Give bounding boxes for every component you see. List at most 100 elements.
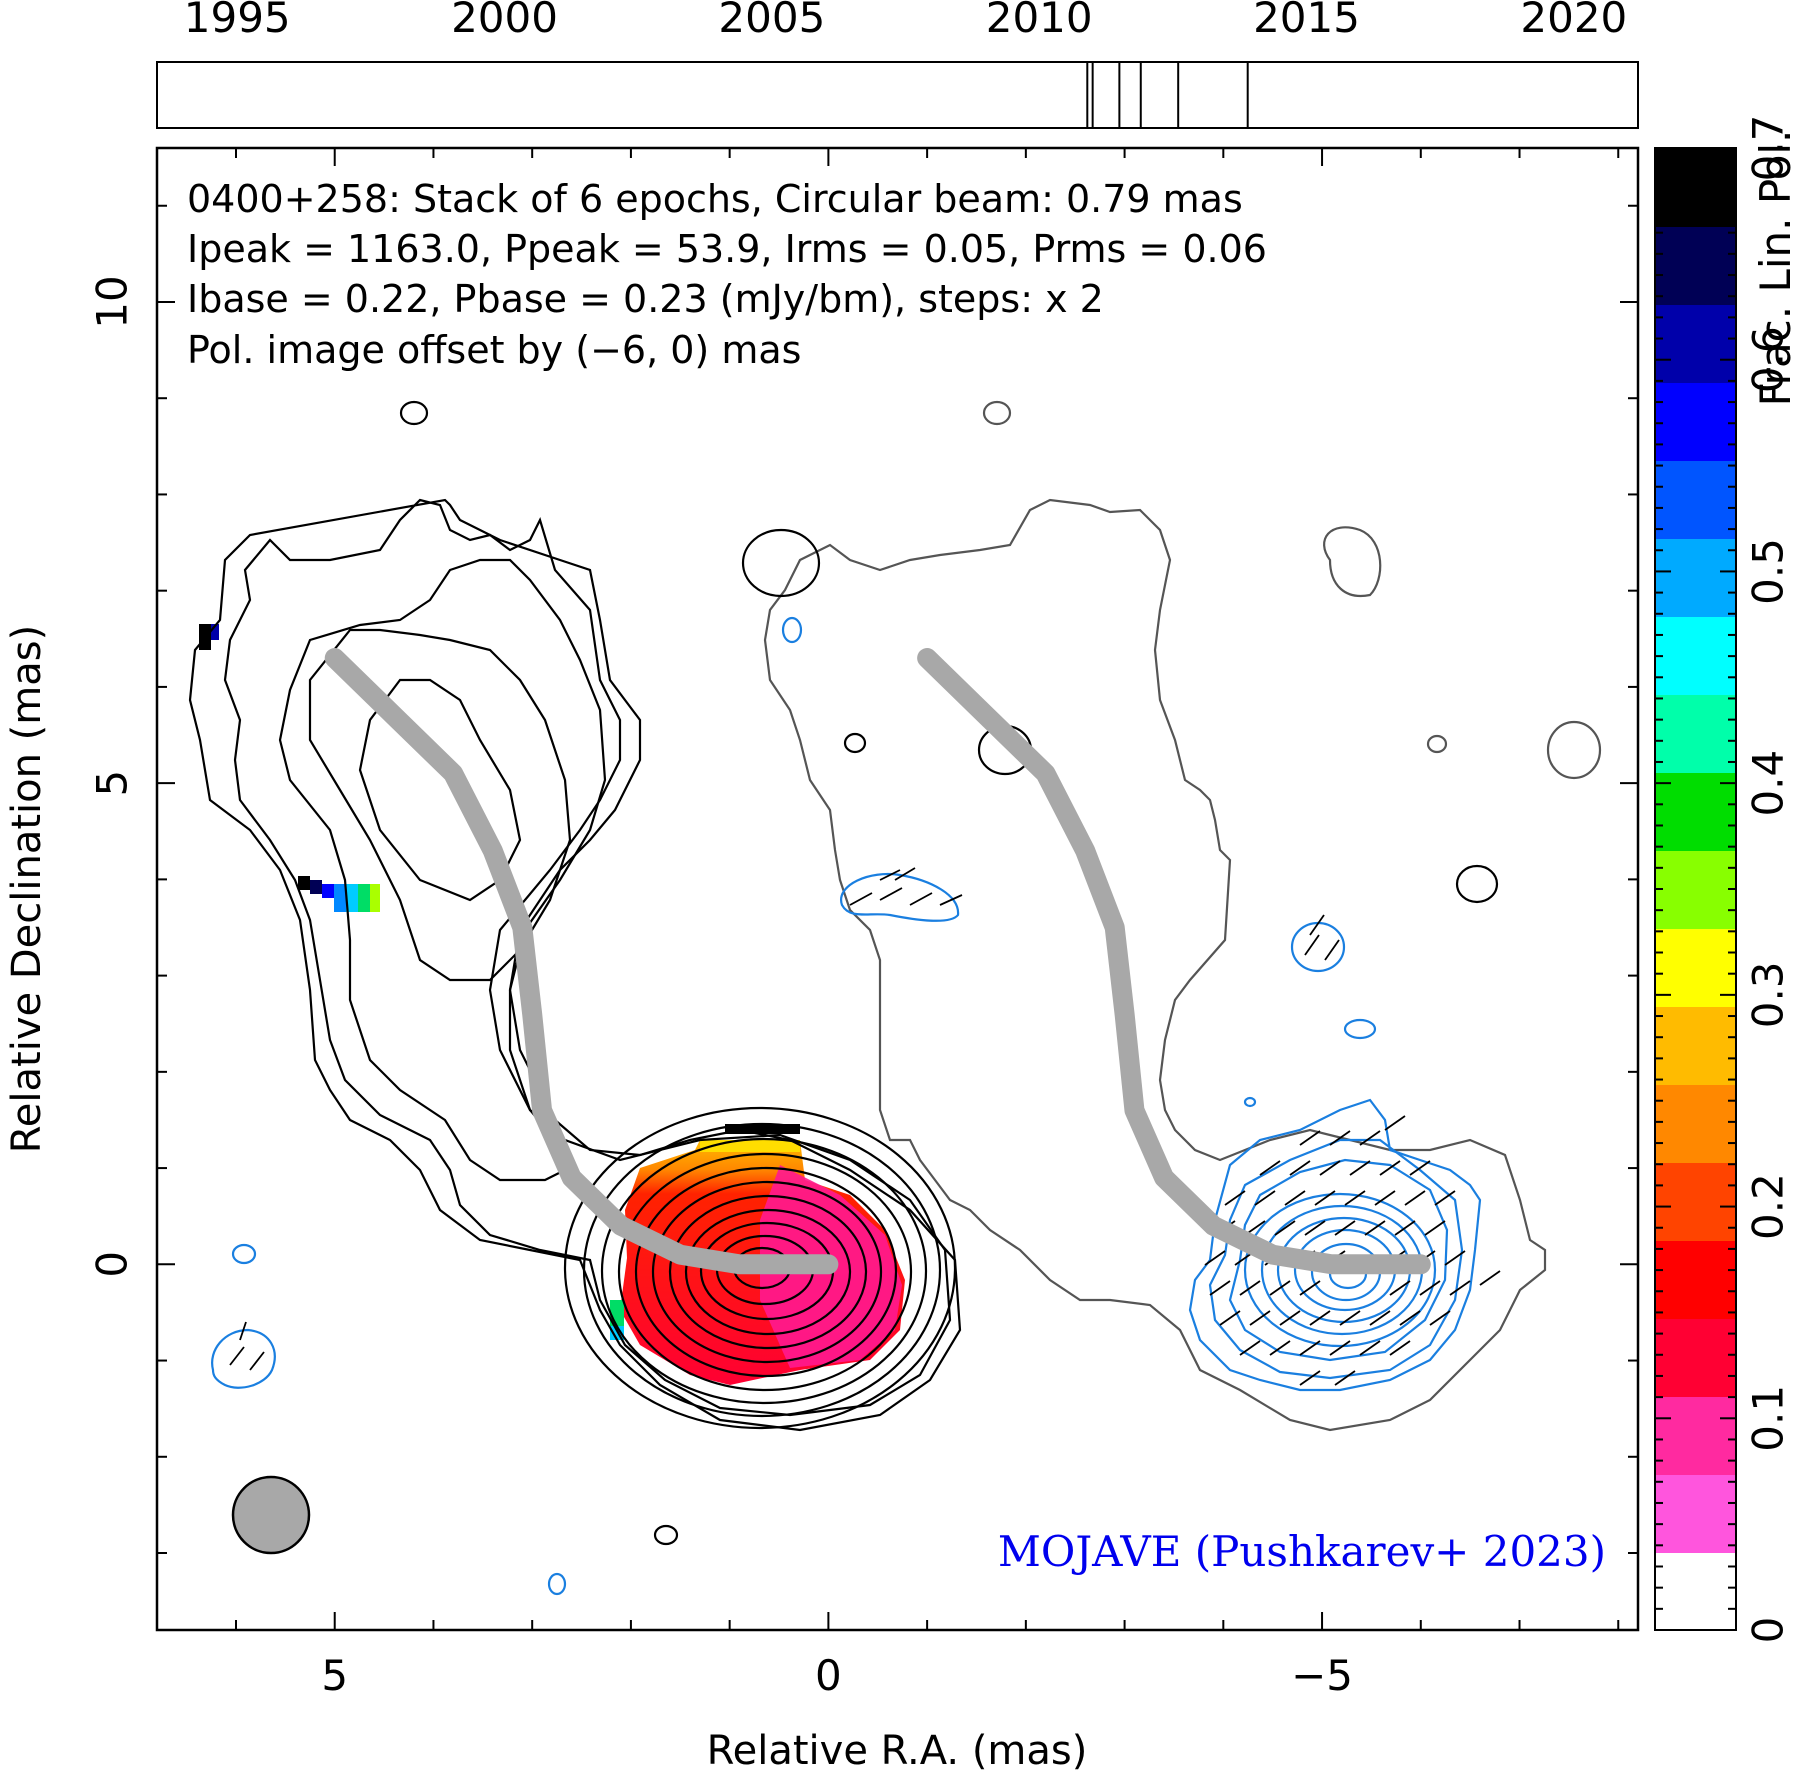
pi-blob-5 [211,1328,276,1389]
colorbar-tick-label: 0.1 [1744,1385,1793,1452]
x-tick-label: 0 [815,1651,842,1700]
ti-contour-outer [188,498,962,1432]
colorbar-tick-label: 0.7 [1744,115,1793,182]
pi-blob-3 [1343,1018,1377,1040]
colorbar-segment [1655,1162,1736,1241]
colorbar-ticks [1655,147,1736,1631]
jet-ridge-lines [324,648,1431,1275]
ti-contour-3 [278,558,607,1182]
timeline-tick-label: 2000 [451,0,558,42]
fpol-knot-d [334,884,346,912]
colorbar-segment [1655,538,1736,617]
colorbar: 0 0.1 0.2 0.3 0.4 0.5 0.6 0.7 Frac. Lin. Pol. [1654,115,1800,1644]
ti-core-ring-2 [582,1122,942,1418]
timeline-tick-label: 2020 [1520,0,1627,42]
colorbar-fill [1655,148,1736,1631]
pi-blob-6 [781,616,803,644]
timeline-panel: 1995 2000 2005 2010 2015 2020 [156,0,1639,129]
ti-black-blob-7 [843,732,867,754]
map-frame [155,146,1640,1632]
ti-core-ring-7 [668,1194,868,1350]
pi-contour-2 [1208,1138,1464,1380]
colorbar-segment [1655,694,1736,773]
ti-core-ring-4 [617,1152,913,1392]
colorbar-tick-label: 0.2 [1744,1173,1793,1240]
timeline-tick-label: 2010 [986,0,1093,42]
fpol-knot-a [298,876,310,890]
ti-grey-blob-3 [1546,720,1602,780]
info-line-4: Pol. image offset by (−6, 0) mas [187,328,801,372]
pi-blob-2 [1290,921,1346,973]
colorbar-segment [1655,226,1736,305]
pi-blob-7 [547,1572,567,1596]
colorbar-segment [1655,460,1736,539]
colorbar-tick-label: 0.6 [1744,326,1793,393]
pol-intensity-contours [211,616,1482,1596]
pi-contour-outer [1188,1098,1482,1392]
info-line-3: Ibase = 0.22, Pbase = 0.23 (mJy/bm), ste… [187,277,1104,321]
colorbar-segment [1655,1006,1736,1085]
colorbar-segment [1655,1240,1736,1319]
info-line-1: 0400+258: Stack of 6 epochs, Circular be… [187,177,1243,221]
y-tick-label: 5 [88,770,137,797]
timeline-epochs [1086,62,1249,128]
ti-grey-blob-2 [1323,526,1382,598]
jet-ridge-line-intensity [324,648,839,1275]
colorbar-title: Frac. Lin. Pol. [1751,130,1800,407]
colorbar-segment [1655,1318,1736,1397]
pi-blob-8 [1243,1096,1257,1108]
ti-grey-blob-1 [982,400,1012,426]
colorbar-segment [1655,1084,1736,1163]
map-panel: 5 0 −5 0 5 10 0400+258: Stack of 6 epochs, C… [4,146,1640,1774]
pi-blob-4 [231,1243,257,1265]
ti-core-ring-3 [600,1137,928,1405]
y-tick-label: 0 [88,1251,137,1278]
credit-label: MOJAVE (Pushkarev+ 2023) [998,1527,1606,1576]
timeline-tick-labels: 1995 2000 2005 2010 2015 2020 [184,0,1628,42]
total-intensity-contours [188,400,962,1546]
fpol-knot-f [358,884,370,912]
colorbar-segment [1655,1552,1736,1631]
info-line-2: Ipeak = 1163.0, Ppeak = 53.9, Irms = 0.0… [187,227,1267,271]
fpol-knot-g [370,884,380,912]
timeline-tick-label: 2005 [718,0,825,42]
ti-contour-4 [308,628,572,982]
evpa-ticks-jet [229,867,1340,1371]
jet-ridge-line-polarization [917,648,1431,1275]
colorbar-segment [1655,616,1736,695]
ti-grey-outer [763,498,1547,1432]
ti-core-ring-1 [563,1106,957,1430]
colorbar-segment [1655,148,1736,227]
y-tick-label: 10 [88,275,137,328]
fpol-top-left-b [211,624,219,640]
fpol-knot-c [322,884,334,898]
ti-blob-1 [399,400,429,426]
colorbar-segment [1655,928,1736,1007]
colorbar-tick-labels: 0 0.1 0.2 0.3 0.4 0.5 0.6 0.7 [1744,115,1793,1644]
pol-panel-intensity-contours [741,400,1602,1432]
ti-core-ring-5 [634,1166,898,1378]
y-axis-title: Relative Declination (mas) [4,625,50,1153]
pi-contour-4 [1243,1192,1437,1348]
x-tick-label: −5 [1291,1651,1353,1700]
ti-blob-2 [653,1524,679,1546]
fpol-knot-b [310,880,322,894]
colorbar-segment [1655,1474,1736,1553]
timeline-tick-label: 1995 [184,0,291,42]
restoring-beam [231,1475,311,1555]
ti-black-blob-8 [1455,864,1499,904]
evpa-ticks [229,867,1501,1386]
ti-core-ring-6 [651,1180,883,1364]
colorbar-tick-label: 0.3 [1744,961,1793,1028]
x-tick-label: 5 [321,1651,348,1700]
ti-grey-blob-4 [1426,734,1448,754]
fpol-knot-e [346,884,358,912]
ti-core-ring-8 [684,1208,852,1336]
x-axis-title: Relative R.A. (mas) [707,1728,1088,1774]
x-tick-labels: 5 0 −5 [321,1651,1353,1700]
colorbar-tick-label: 0.4 [1744,750,1793,817]
colorbar-segment [1655,850,1736,929]
colorbar-segment [1655,382,1736,461]
pi-blob-1 [840,872,960,922]
